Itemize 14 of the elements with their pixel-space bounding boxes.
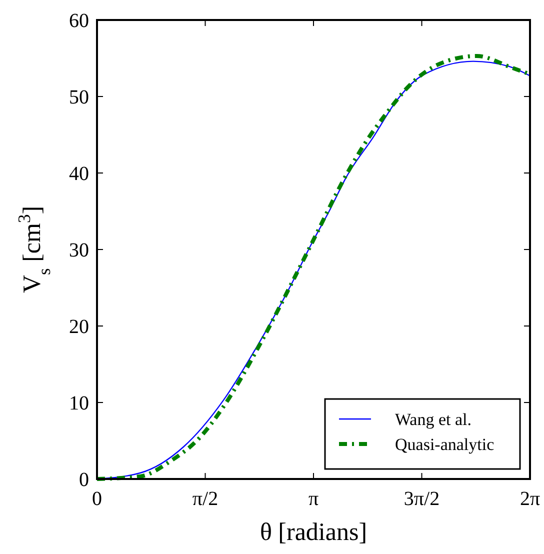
y-tick-label: 10 (69, 392, 89, 414)
y-tick-label: 0 (79, 469, 89, 491)
legend-label: Quasi-analytic (395, 435, 495, 454)
x-tick-label: π (308, 488, 319, 510)
x-tick-label: 3π/2 (404, 488, 440, 510)
x-tick-label: π/2 (192, 488, 218, 510)
y-tick-label: 60 (69, 10, 89, 32)
legend-label: Wang et al. (395, 410, 472, 429)
x-tick-label: 2π (520, 488, 540, 510)
y-tick-label: 50 (69, 86, 89, 108)
y-tick-label: 20 (69, 316, 89, 338)
x-axis-title: θ [radians] (260, 519, 368, 546)
y-tick-label: 40 (69, 163, 89, 185)
y-tick-label: 30 (69, 240, 89, 262)
